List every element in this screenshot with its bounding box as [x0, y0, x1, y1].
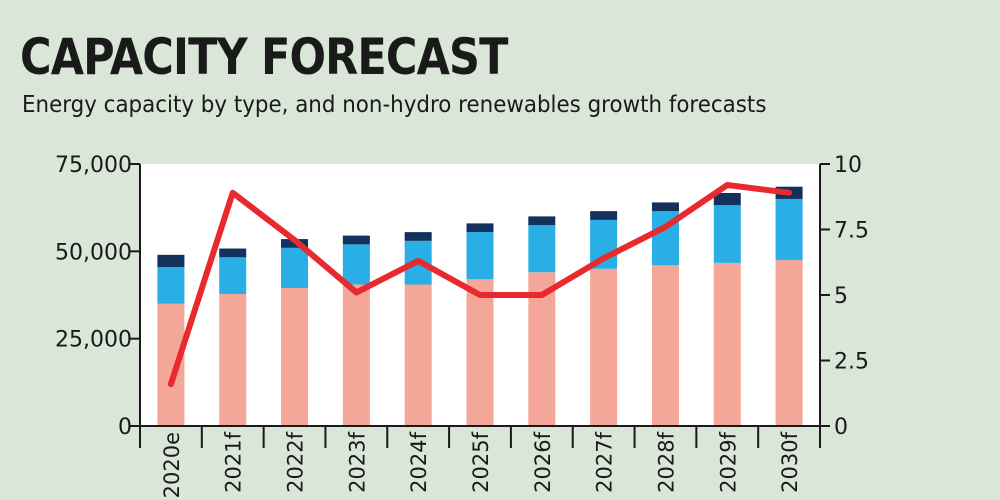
bar-middle-2025f: [466, 232, 494, 280]
right-tick-label-4: 10: [834, 153, 862, 178]
right-tick-label-1: 2.5: [834, 350, 869, 375]
bar-top-2027f: [590, 211, 618, 220]
bar-middle-2022f: [281, 247, 309, 289]
bar-top-2028f: [651, 202, 679, 212]
x-tick-label-2028f: 2028f: [654, 431, 678, 492]
bar-base-2030f: [775, 260, 803, 426]
bar-base-2029f: [713, 262, 741, 426]
growth-point-2028f: [662, 224, 668, 230]
growth-point-2029f: [724, 182, 730, 188]
growth-point-2030f: [786, 190, 792, 196]
left-tick-label-1: 25,000: [55, 328, 132, 353]
bar-top-2024f: [404, 232, 432, 241]
x-tick-label-2030f: 2030f: [778, 431, 802, 492]
chart-subtitle: Energy capacity by type, and non-hydro r…: [22, 92, 767, 118]
bar-middle-2026f: [528, 225, 556, 273]
x-tick-label-2022f: 2022f: [284, 431, 308, 492]
x-tick-label-2023f: 2023f: [345, 431, 369, 492]
x-tick-label-2021f: 2021f: [222, 431, 246, 492]
bar-base-2028f: [651, 265, 679, 426]
bar-top-2025f: [466, 223, 494, 233]
x-tick-label-2025f: 2025f: [469, 431, 493, 492]
bar-base-2020e: [157, 303, 185, 426]
right-tick-label-3: 7.5: [834, 219, 869, 244]
bar-base-2023f: [342, 284, 370, 426]
growth-point-2027f: [601, 255, 607, 261]
x-tick-label-2029f: 2029f: [716, 431, 740, 492]
growth-point-2021f: [230, 190, 236, 196]
left-tick-label-0: 0: [118, 415, 132, 440]
x-tick-label-2027f: 2027f: [593, 431, 617, 492]
left-tick-label-3: 75,000: [55, 153, 132, 178]
bar-base-2022f: [281, 288, 309, 426]
left-tick-label-2: 50,000: [55, 240, 132, 265]
bar-base-2027f: [590, 268, 618, 426]
bar-base-2024f: [404, 284, 432, 426]
growth-point-2024f: [415, 258, 421, 264]
x-tick-label-2024f: 2024f: [407, 431, 431, 492]
growth-point-2022f: [292, 237, 298, 243]
bar-top-2026f: [528, 216, 556, 226]
bar-base-2021f: [219, 293, 247, 426]
growth-point-2020e: [168, 381, 174, 387]
right-tick-label-0: 0: [834, 415, 848, 440]
growth-point-2023f: [353, 289, 359, 295]
bar-middle-2020e: [157, 267, 185, 304]
bar-middle-2030f: [775, 198, 803, 261]
axes-group: 0 25,000 50,000 75,000 0 2.5 5 7.5 10 2020e 2021f 2…: [55, 153, 869, 498]
bar-top-2021f: [219, 248, 247, 258]
bar-top-2023f: [342, 235, 370, 245]
growth-point-2026f: [539, 292, 545, 298]
x-tick-label-2020e: 2020e: [160, 432, 184, 498]
bar-base-2025f: [466, 279, 494, 426]
line-group: [167, 182, 793, 388]
x-tick-label-2026f: 2026f: [531, 431, 555, 492]
growth-point-2025f: [477, 292, 483, 298]
bar-group: [157, 186, 803, 426]
bar-middle-2029f: [713, 205, 741, 263]
bar-top-2020e: [157, 254, 185, 268]
right-tick-label-2: 5: [834, 284, 848, 309]
bar-top-2029f: [713, 192, 741, 206]
bar-middle-2021f: [219, 257, 247, 294]
bar-middle-2023f: [342, 244, 370, 285]
chart-title: CAPACITY FORECAST: [20, 28, 508, 86]
